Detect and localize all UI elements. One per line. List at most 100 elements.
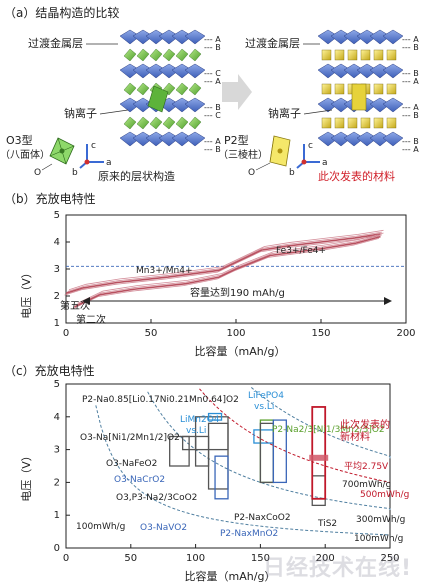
svg-text:a: a [322, 158, 328, 168]
c-label-o3-v: O3-NaVO2 [140, 523, 187, 533]
o3-ion-label: 钠离子 [64, 106, 97, 120]
c-avg-voltage-band [309, 454, 329, 461]
c-material-box [272, 419, 287, 484]
sodium-octahedron-icon [149, 116, 163, 130]
svg-text:b: b [72, 168, 78, 178]
c-ytick-label: 5 [54, 379, 60, 390]
b-second-cycle-label: 第二次 [76, 313, 106, 326]
o3-structure [119, 29, 206, 147]
p2-layer-label: 过渡金属层 [245, 36, 300, 50]
o3-axis-indicator: c a b [72, 141, 112, 178]
c-label-lifepo-vs: vs.Li [254, 402, 274, 412]
o3-stacking-letters: --- A--- B--- C--- A--- B--- C--- A--- B [204, 35, 221, 154]
svg-text:O: O [34, 168, 41, 178]
c-label-new-2: 新材料 [340, 430, 370, 443]
sodium-octahedron-icon [175, 82, 189, 96]
c-ytick-label: 3 [54, 445, 60, 456]
c-ytick-label: 2 [54, 477, 60, 488]
metal-octahedron-icon [184, 97, 206, 113]
sodium-octahedron-icon [136, 82, 150, 96]
c-label-p2-li: P2-Na0.85[Li0.17Ni0.21Mn0.64]O2 [82, 395, 239, 405]
b-xtick-label: 100 [226, 328, 245, 339]
c-label-o3-fe: O3-NaFeO2 [106, 459, 157, 469]
section-b-title: （b）充放电特性 [4, 192, 96, 206]
sodium-prism-icon [386, 117, 397, 129]
c-label-limn-vs: vs.Li [186, 426, 206, 436]
c-xtick-label: 50 [124, 553, 137, 564]
sodium-octahedron-icon [123, 48, 137, 62]
c-material-box [311, 406, 327, 500]
svg-text:b: b [289, 168, 295, 178]
metal-octahedron-icon [382, 131, 404, 147]
metal-octahedron-icon [382, 63, 404, 79]
sodium-prism-icon [373, 83, 384, 95]
b-cycle-trace [64, 235, 380, 296]
b-fifth-cycle-label: 第五次 [60, 299, 90, 312]
stack-letter: --- B [402, 137, 419, 146]
section-a-title: （a）结晶构造的比较 [4, 6, 120, 20]
c-xtick-label: 0 [63, 553, 69, 564]
charge-discharge-chart-b: 电压（V） 1 2 3 4 5 0 50 100 150 200 Fe3+/Fe4+ Mn3+/… [20, 210, 416, 358]
c-material-box [207, 412, 223, 421]
c-ytick-label: 4 [54, 412, 60, 423]
b-xtick-label: 150 [311, 328, 330, 339]
svg-text:a: a [106, 158, 112, 168]
sodium-octahedron-icon [123, 82, 137, 96]
sodium-prism-icon [321, 49, 332, 61]
b-cycle-trace [77, 232, 384, 304]
sodium-prism-icon [386, 49, 397, 61]
stack-letter: --- A [204, 35, 221, 44]
c-xtick-label: 150 [251, 553, 270, 564]
p2-caption: 此次发表的材料 [318, 169, 395, 183]
stack-letter: --- A [402, 77, 419, 86]
stack-letter: --- A [204, 77, 221, 86]
c-label-limn: LiMn2O4 [180, 415, 220, 425]
c-label-e700: 700mWh/g [342, 480, 391, 490]
stack-letter: --- A [204, 137, 221, 146]
stack-letter: --- B [402, 43, 419, 52]
metal-octahedron-icon [382, 29, 404, 45]
stack-letter: --- A [402, 145, 419, 154]
c-material-box [194, 435, 210, 467]
c-label-p2-co: P2-NaxCoO2 [234, 513, 291, 523]
sodium-prism-icon [334, 83, 345, 95]
c-xtick-label: 200 [316, 553, 335, 564]
c-label-e500: 500mWh/g [360, 490, 409, 500]
sodium-octahedron-icon [175, 48, 189, 62]
b-xtick-label: 0 [63, 328, 69, 339]
c-label-e100-right: 100mWh/g [354, 534, 403, 544]
octahedron-icon [49, 137, 75, 165]
sodium-octahedron-icon [188, 82, 202, 96]
stack-letter: --- C [204, 69, 221, 78]
p2-axis-indicator: c a b [289, 141, 328, 178]
sodium-prism-icon [334, 49, 345, 61]
b-cycle-trace [68, 229, 384, 291]
b-cycle-trace [75, 234, 383, 306]
p2-type-label: P2型 [224, 133, 249, 147]
o3-caption: 原来的层状构造 [98, 169, 175, 183]
stack-letter: --- B [204, 103, 221, 112]
sodium-prism-icon [373, 49, 384, 61]
c-energy-curve [147, 391, 391, 511]
o3-type-label: O3型 [6, 133, 33, 147]
sodium-octahedron-icon [162, 116, 176, 130]
sodium-octahedron-icon [149, 48, 163, 62]
svg-text:c: c [308, 141, 313, 151]
stack-letter: --- B [204, 43, 221, 52]
c-label-avg: 平均2.75V [344, 460, 389, 472]
p2-type-desc: （三棱柱） [218, 148, 268, 161]
crystal-structure-panel: 过渡金属层 钠离子 O3型 （八面体） O c a b 原来的层状构造 过渡金属… [0, 29, 419, 183]
c-label-o3-cr: O3-NaCrO2 [114, 475, 165, 485]
c-label-o3-nimn: O3-Na[Ni1/2Mn1/2]O2 [80, 433, 180, 443]
prism-icon [269, 135, 291, 167]
stack-letter: --- B [204, 145, 221, 154]
sodium-prism-icon [347, 117, 358, 129]
b-mn-annotation: Mn3+/Mn4+ [136, 266, 193, 276]
sodium-prism-icon [321, 117, 332, 129]
highlight-prism-site-icon [351, 83, 367, 111]
watermark: 日经技术在线! [262, 556, 412, 581]
sodium-octahedron-icon [175, 116, 189, 130]
sodium-octahedron-icon [162, 48, 176, 62]
c-label-p2-mn: P2-NaxMnO2 [220, 529, 278, 539]
